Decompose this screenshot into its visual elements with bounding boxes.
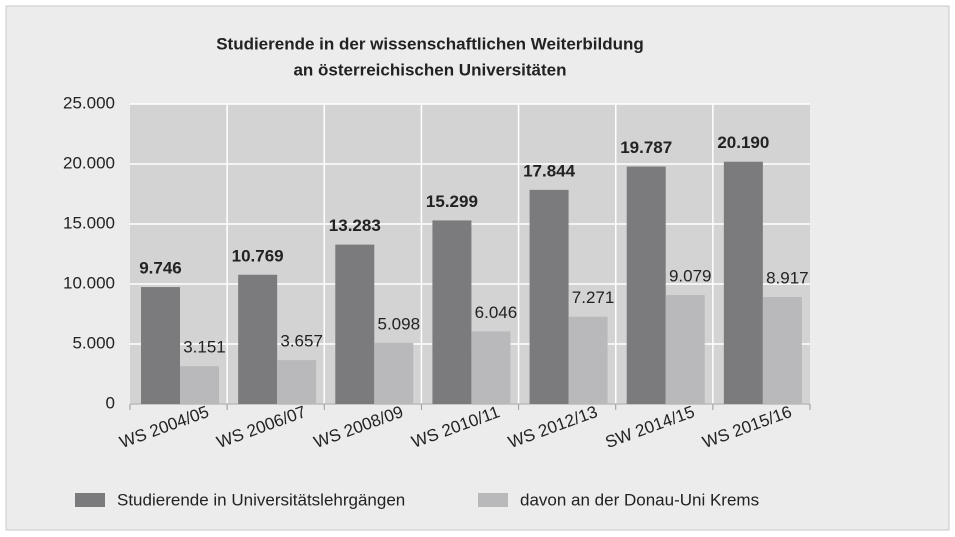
data-label: 17.844: [523, 161, 576, 180]
data-label: 5.098: [378, 314, 421, 333]
data-label: 7.271: [572, 288, 615, 307]
bar: [665, 295, 705, 404]
bar: [335, 244, 375, 404]
bar: [568, 316, 608, 404]
bar: [432, 220, 472, 404]
bar: [529, 189, 569, 404]
bar: [238, 274, 278, 404]
bar: [277, 360, 317, 404]
data-label: 20.190: [717, 133, 769, 152]
y-tick-label: 0: [106, 393, 115, 412]
chart-title: an österreichischen Universitäten: [293, 60, 566, 79]
bar: [626, 166, 666, 404]
y-tick-label: 10.000: [63, 273, 115, 292]
bar: [762, 296, 802, 404]
chart-title: Studierende in der wissenschaftlichen We…: [216, 34, 644, 53]
legend-swatch: [478, 493, 508, 507]
data-label: 9.079: [669, 267, 712, 286]
bar: [471, 331, 511, 404]
data-label: 15.299: [426, 192, 478, 211]
y-tick-label: 25.000: [63, 93, 115, 112]
data-label: 19.787: [620, 138, 672, 157]
legend-label: Studierende in Universitätslehrgängen: [117, 490, 405, 509]
legend-label: davon an der Donau-Uni Krems: [520, 490, 759, 509]
data-label: 9.746: [139, 259, 182, 278]
y-tick-label: 20.000: [63, 153, 115, 172]
bar: [723, 161, 763, 404]
data-label: 6.046: [475, 303, 518, 322]
data-label: 13.283: [329, 216, 381, 235]
y-tick-label: 5.000: [72, 333, 115, 352]
y-tick-label: 15.000: [63, 213, 115, 232]
data-label: 8.917: [766, 268, 809, 287]
data-label: 10.769: [232, 246, 284, 265]
bar: [141, 287, 180, 404]
bar: [374, 342, 414, 404]
data-label: 3.151: [183, 338, 226, 357]
legend-swatch: [75, 493, 105, 507]
data-label: 3.657: [280, 332, 323, 351]
bar: [180, 366, 219, 404]
